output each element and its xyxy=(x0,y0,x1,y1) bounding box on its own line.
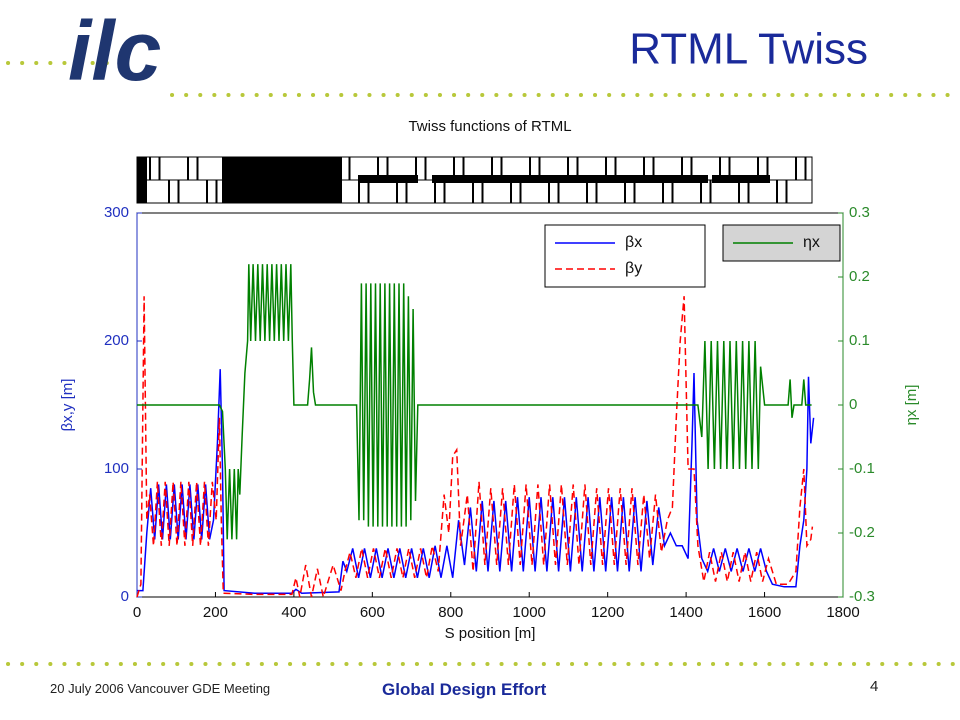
y2-tick-label: 0.3 xyxy=(849,204,870,221)
y2-tick-label: -0.3 xyxy=(849,588,875,605)
lattice-block xyxy=(222,157,342,203)
chart-title: Twiss functions of RTML xyxy=(408,118,571,135)
x-tick-label: 1600 xyxy=(748,604,781,621)
x-tick-label: 1200 xyxy=(591,604,624,621)
lattice-block xyxy=(432,175,708,183)
y-tick-label: 0 xyxy=(121,588,129,605)
y2-axis-label: ηx [m] xyxy=(903,385,920,426)
y-axis-label: βx,y [m] xyxy=(59,379,76,432)
x-tick-label: 1000 xyxy=(513,604,546,621)
lattice-block xyxy=(712,175,770,183)
legend-label: ηx xyxy=(803,234,820,251)
x-tick-label: 200 xyxy=(203,604,228,621)
x-tick-label: 600 xyxy=(360,604,385,621)
slide-title: RTML Twiss xyxy=(629,25,868,74)
logo: ilc xyxy=(68,4,161,98)
y2-tick-label: 0.2 xyxy=(849,268,870,285)
series-line xyxy=(137,369,815,594)
x-tick-label: 400 xyxy=(281,604,306,621)
lattice-block xyxy=(137,157,147,203)
lattice xyxy=(137,157,807,203)
x-tick-label: 1400 xyxy=(669,604,702,621)
y2-tick-label: 0.1 xyxy=(849,332,870,349)
x-tick-label: 1800 xyxy=(826,604,859,621)
y-tick-label: 300 xyxy=(104,204,129,221)
footer-center: Global Design Effort xyxy=(382,680,547,699)
legend-label: βx xyxy=(625,234,642,251)
y2-tick-label: -0.1 xyxy=(849,460,875,477)
x-tick-label: 800 xyxy=(438,604,463,621)
series-line xyxy=(137,264,812,540)
x-tick-label: 0 xyxy=(133,604,141,621)
series-line xyxy=(136,296,814,598)
page-number: 4 xyxy=(870,678,879,695)
x-axis-label: S position [m] xyxy=(445,625,536,642)
legend-label: βy xyxy=(625,260,642,277)
footer-date: 20 July 2006 Vancouver GDE Meeting xyxy=(50,681,271,696)
y2-tick-label: 0 xyxy=(849,396,857,413)
legend-box xyxy=(544,224,706,288)
y2-tick-label: -0.2 xyxy=(849,524,875,541)
y-tick-label: 200 xyxy=(104,332,129,349)
y-tick-label: 100 xyxy=(104,460,129,477)
